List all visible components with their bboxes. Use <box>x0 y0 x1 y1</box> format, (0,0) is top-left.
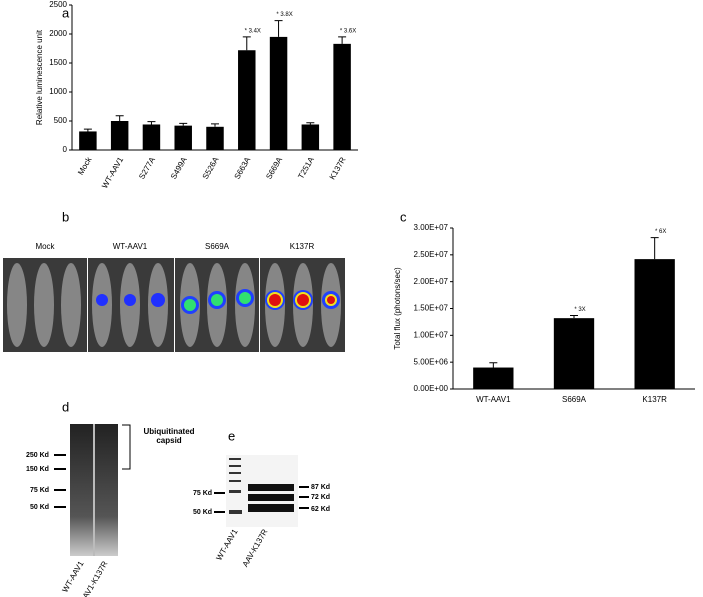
annotation: * 3.8X <box>276 12 292 18</box>
error-bar <box>306 122 315 125</box>
y-tick-label: 1000 <box>49 87 67 96</box>
panel-label: d <box>62 399 69 414</box>
bar <box>238 50 256 150</box>
error-bar <box>338 36 347 44</box>
y-tick-label: 500 <box>54 116 68 125</box>
x-tick-label: S663A <box>233 155 253 181</box>
lane-label: S669A <box>205 242 230 251</box>
error-bar <box>115 115 124 121</box>
error-bar <box>211 123 219 127</box>
error-bar <box>489 362 498 368</box>
bar <box>110 121 129 150</box>
bar <box>634 259 675 389</box>
x-tick-label: K137R <box>642 395 667 404</box>
x-tick-label: S669A <box>264 155 284 181</box>
panel-label: c <box>400 209 407 224</box>
x-tick-label: WT-AAV1 <box>100 155 125 190</box>
x-tick-label: T251A <box>296 155 316 180</box>
lane-label: WT-AAV1 <box>60 559 85 594</box>
bar <box>473 367 514 389</box>
x-tick-label: S499A <box>169 155 189 181</box>
y-tick-label: 0.00E+00 <box>414 384 449 393</box>
lane-label: Mock <box>35 242 55 251</box>
bar <box>553 318 595 389</box>
marker-label: 150 Kd <box>26 466 49 473</box>
marker-arrows <box>54 454 66 508</box>
y-tick-label: 2.50E+07 <box>414 250 449 259</box>
marker-label: 50 Kd <box>193 509 212 516</box>
marker-label: 72 Kd <box>311 494 330 501</box>
x-tick-label: S526A <box>201 155 221 181</box>
annotation: * 6X <box>655 229 666 235</box>
y-tick-label: 0 <box>63 145 68 154</box>
x-tick-label: WT-AAV1 <box>476 395 511 404</box>
marker-label: 87 Kd <box>311 484 330 491</box>
y-tick-label: 2000 <box>49 29 67 38</box>
marker-label: 75 Kd <box>30 487 49 494</box>
y-tick-label: 2.00E+07 <box>414 277 449 286</box>
y-tick-label: 3.00E+07 <box>414 223 449 232</box>
marker-arrows <box>214 486 309 513</box>
y-tick-label: 2500 <box>49 0 67 9</box>
lane-label: WT-AAV1 <box>214 527 239 562</box>
y-axis-label: Total flux (photons/sec) <box>393 267 402 350</box>
marker-label: 62 Kd <box>311 506 330 513</box>
bar <box>142 124 161 150</box>
marker-label: 50 Kd <box>30 504 49 511</box>
lane-label: K137R <box>290 242 315 251</box>
x-tick-label: K137R <box>328 155 348 181</box>
bracket-label: Ubiquitinated capsid <box>143 427 195 445</box>
lane-label: WT-AAV1 <box>113 242 148 251</box>
panel-label: b <box>62 209 69 224</box>
y-tick-label: 5.00E+06 <box>414 357 449 366</box>
bar <box>269 36 288 150</box>
marker-label: 250 Kd <box>26 452 49 459</box>
error-bar <box>650 237 659 260</box>
x-tick-label: S277A <box>137 155 157 181</box>
mouse-images <box>3 258 345 352</box>
y-tick-label: 1.00E+07 <box>414 330 449 339</box>
y-tick-label: 1500 <box>49 58 67 67</box>
bracket-label-box: Ubiquitinated capsid <box>143 427 195 445</box>
y-tick-label: 1.50E+07 <box>414 304 449 313</box>
bracket <box>122 424 131 470</box>
bar <box>79 131 97 150</box>
error-bar <box>242 36 251 51</box>
annotation: * 3.6X <box>340 28 356 34</box>
bar <box>174 125 192 150</box>
error-bar <box>274 20 283 37</box>
bar <box>206 126 224 150</box>
annotation: * 3.4X <box>245 28 261 34</box>
bar <box>333 43 351 150</box>
x-tick-label: S669A <box>562 395 587 404</box>
y-axis-label: Relative luminescence unit <box>35 29 44 125</box>
panel-label: a <box>62 5 70 20</box>
error-bar <box>570 314 578 319</box>
error-bar <box>179 122 188 126</box>
error-bar <box>147 121 156 125</box>
error-bar <box>83 128 92 132</box>
x-tick-label: Mock <box>76 155 94 177</box>
bar <box>301 124 320 150</box>
blot <box>226 455 298 527</box>
panel-label: e <box>228 428 235 443</box>
lane-label: AAV-K137R <box>241 527 270 568</box>
annotation: * 3X <box>574 307 585 313</box>
marker-label: 75 Kd <box>193 490 212 497</box>
